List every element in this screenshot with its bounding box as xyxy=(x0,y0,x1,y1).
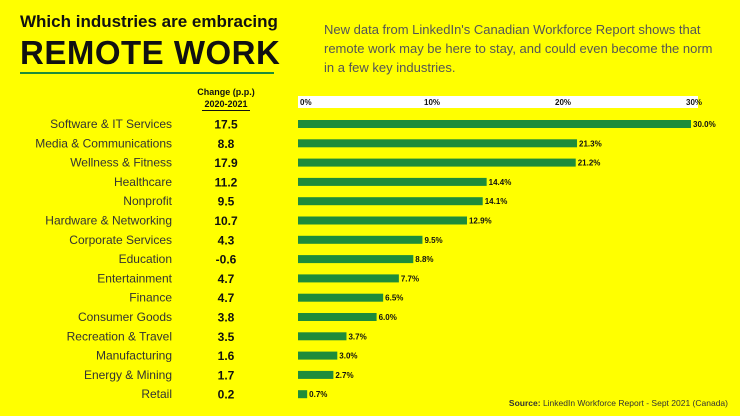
axis-strip xyxy=(298,96,698,108)
data-label: 6.5% xyxy=(385,294,403,303)
data-label: 2.7% xyxy=(335,371,353,380)
source-note: Source: LinkedIn Workforce Report - Sept… xyxy=(509,398,728,408)
change-column-header: Change (p.p.) 2020-2021 xyxy=(192,86,260,111)
change-header-line-2: 2020-2021 xyxy=(202,99,250,111)
data-label: 9.5% xyxy=(424,236,442,245)
bar xyxy=(298,351,338,360)
change-value: 3.5 xyxy=(218,330,235,344)
title-line-1: Which industries are embracing xyxy=(20,12,278,31)
bar xyxy=(298,293,384,302)
data-label: 0.7% xyxy=(309,390,327,399)
category-label: Hardware & Networking xyxy=(45,214,172,228)
bar xyxy=(298,139,578,148)
bar xyxy=(298,235,423,244)
change-value: 0.2 xyxy=(218,388,235,402)
category-label: Healthcare xyxy=(114,175,172,189)
category-label: Finance xyxy=(129,291,172,305)
data-label: 7.7% xyxy=(401,274,419,283)
category-label: Corporate Services xyxy=(69,233,172,247)
category-label: Media & Communications xyxy=(35,136,172,150)
data-label: 30.0% xyxy=(693,120,716,129)
bar xyxy=(298,255,414,264)
bar xyxy=(298,370,334,379)
title-line-2: REMOTE WORK xyxy=(20,34,281,71)
change-value: 17.9 xyxy=(214,156,238,170)
change-header-line-1: Change (p.p.) xyxy=(197,87,255,97)
x-tick-label: 20% xyxy=(555,98,571,107)
change-value: 17.5 xyxy=(214,118,238,132)
change-value: 10.7 xyxy=(214,214,238,228)
data-label: 14.4% xyxy=(489,178,512,187)
change-value: 8.8 xyxy=(218,137,235,151)
category-label: Manufacturing xyxy=(96,349,172,363)
x-tick-label: 30% xyxy=(686,98,702,107)
bar xyxy=(298,313,377,321)
change-value: 1.7 xyxy=(218,368,235,382)
data-label: 21.3% xyxy=(579,139,602,148)
change-value: 9.5 xyxy=(218,195,235,209)
category-label: Wellness & Fitness xyxy=(70,156,172,170)
bar xyxy=(298,120,691,128)
category-label: Consumer Goods xyxy=(78,310,172,324)
bar xyxy=(298,332,347,341)
change-value: 4.3 xyxy=(218,233,235,247)
data-label: 21.2% xyxy=(578,159,601,168)
data-label: 3.0% xyxy=(339,352,357,361)
title-underline xyxy=(20,72,274,74)
category-label: Nonprofit xyxy=(123,194,172,208)
bar xyxy=(298,216,467,225)
data-label: 8.8% xyxy=(415,255,433,264)
subtitle: New data from LinkedIn's Canadian Workfo… xyxy=(324,22,713,75)
x-tick-label: 0% xyxy=(300,98,312,107)
category-label: Education xyxy=(119,252,172,266)
data-label: 14.1% xyxy=(485,197,508,206)
data-label: 6.0% xyxy=(379,313,397,322)
bar xyxy=(298,390,308,399)
change-value: 11.2 xyxy=(215,175,238,189)
source-label: Source: xyxy=(508,398,541,408)
change-value: 3.8 xyxy=(218,311,235,325)
category-label: Software & IT Services xyxy=(50,117,172,131)
bar xyxy=(298,158,576,167)
category-label: Energy & Mining xyxy=(84,368,172,382)
x-tick-label: 10% xyxy=(424,98,440,107)
data-label: 12.9% xyxy=(469,217,492,226)
change-value: 4.7 xyxy=(218,291,235,305)
change-value: 1.6 xyxy=(218,349,235,363)
source-text: LinkedIn Workforce Report - Sept 2021 (C… xyxy=(542,398,728,408)
category-label: Entertainment xyxy=(97,271,172,285)
bar xyxy=(298,197,483,206)
category-label: Recreation & Travel xyxy=(67,329,172,343)
change-value: -0.6 xyxy=(216,253,237,267)
bar xyxy=(298,177,487,186)
data-label: 3.7% xyxy=(348,332,366,341)
bar xyxy=(298,274,399,283)
category-label: Retail xyxy=(141,387,172,401)
change-value: 4.7 xyxy=(218,272,235,286)
